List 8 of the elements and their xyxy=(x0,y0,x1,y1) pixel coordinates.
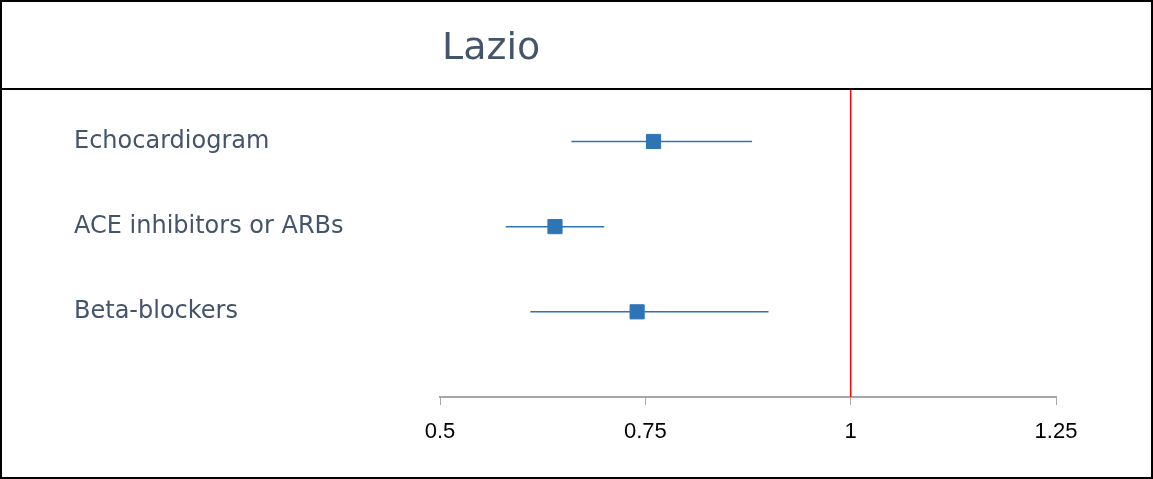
y-tick-label: Echocardiogram xyxy=(74,125,270,154)
y-tick-label: ACE inhibitors or ARBs xyxy=(74,210,344,239)
chart-title: Lazio xyxy=(442,24,541,68)
x-tick-label: 1.25 xyxy=(1034,418,1078,444)
x-tick-label: 1 xyxy=(844,418,857,444)
y-tick-label: Beta-blockers xyxy=(74,296,238,325)
x-tick-label: 0.75 xyxy=(623,418,667,444)
x-tick-label: 0.5 xyxy=(424,418,456,444)
